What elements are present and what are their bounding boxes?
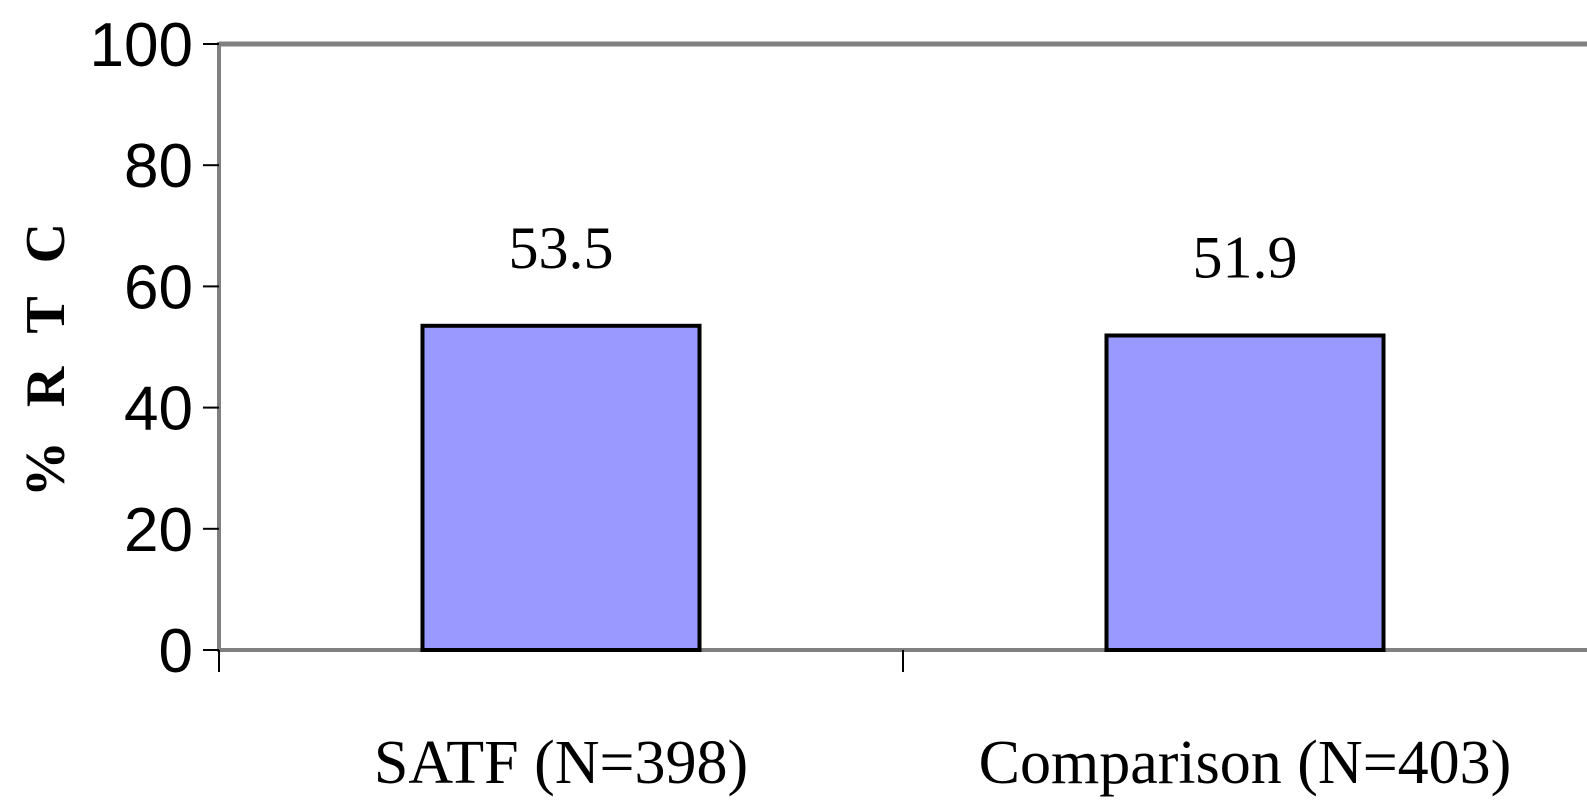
y-tick-label: 40 bbox=[124, 375, 193, 444]
x-axis-ticks: SATF (N=398) Comparison (N=403) bbox=[218, 650, 1512, 797]
bar-1 bbox=[1104, 333, 1386, 652]
bars-group: 53.5 51.9 bbox=[420, 215, 1386, 652]
y-axis-ticks: 0 20 40 60 80 100 bbox=[90, 11, 219, 686]
y-tick-label: 80 bbox=[124, 132, 193, 201]
y-tick-label: 100 bbox=[90, 11, 193, 80]
y-tick-label: 20 bbox=[124, 496, 193, 565]
bar-data-label: 53.5 bbox=[509, 215, 614, 281]
y-tick-label: 0 bbox=[159, 617, 193, 686]
y-tick-label: 60 bbox=[124, 253, 193, 322]
bar-0 bbox=[420, 323, 702, 652]
y-axis-title: % R T C bbox=[15, 213, 77, 497]
x-category-label: SATF (N=398) bbox=[374, 729, 748, 797]
bar-data-label: 51.9 bbox=[1193, 224, 1298, 290]
x-category-label: Comparison (N=403) bbox=[979, 729, 1512, 797]
